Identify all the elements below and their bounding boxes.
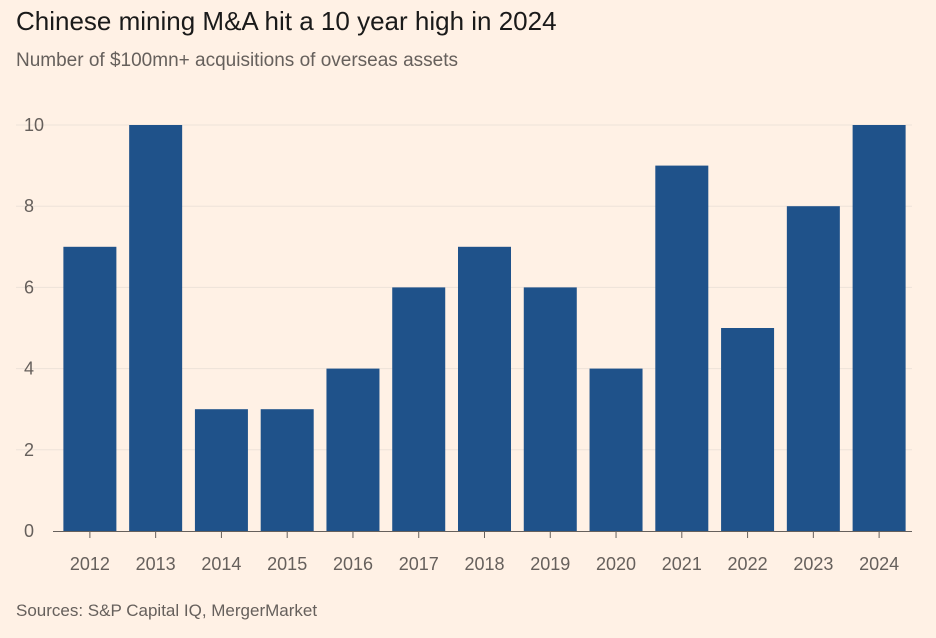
bar-2014 [194, 409, 248, 531]
y-tick-label: 0 [24, 521, 34, 541]
x-tick-label: 2024 [859, 554, 899, 574]
bar-2020 [589, 368, 643, 531]
bar-2013 [129, 125, 183, 531]
chart-subtitle: Number of $100mn+ acquisitions of overse… [16, 50, 458, 71]
y-tick-label: 4 [24, 359, 34, 379]
x-tick-label: 2012 [70, 554, 110, 574]
bar-2016 [326, 368, 380, 531]
bar-2015 [260, 409, 314, 531]
x-tick-label: 2016 [333, 554, 373, 574]
x-tick-label: 2017 [399, 554, 439, 574]
bar-2017 [392, 287, 446, 531]
x-axis-ticks: 2012 2013 2014 2015 2016 2017 2018 2019 2020 2021… [70, 531, 899, 574]
x-tick-label: 2015 [267, 554, 307, 574]
chart-source: Sources: S&P Capital IQ, MergerMarket [16, 601, 318, 620]
bar-2012 [63, 246, 117, 532]
bar-2023 [786, 206, 840, 531]
bar-2024 [852, 125, 906, 531]
bars [63, 125, 906, 532]
chart-title: Chinese mining M&A hit a 10 year high in… [16, 6, 557, 36]
bar-2022 [721, 328, 775, 531]
x-tick-label: 2022 [728, 554, 768, 574]
x-tick-label: 2014 [201, 554, 241, 574]
bar-chart: 0 2 4 6 8 10 2012 2013 2014 2015 2016 2017 2018 2019… [16, 115, 912, 574]
x-tick-label: 2019 [530, 554, 570, 574]
bar-2021 [655, 165, 709, 531]
x-tick-label: 2023 [793, 554, 833, 574]
y-tick-label: 6 [24, 277, 34, 297]
x-tick-label: 2013 [136, 554, 176, 574]
bar-2019 [523, 287, 577, 531]
bar-2018 [458, 246, 511, 532]
y-axis-ticks: 0 2 4 6 8 10 [24, 115, 44, 541]
y-tick-label: 2 [24, 440, 34, 460]
x-tick-label: 2018 [464, 554, 504, 574]
x-tick-label: 2020 [596, 554, 636, 574]
y-tick-label: 8 [24, 196, 34, 216]
y-tick-label: 10 [24, 115, 44, 135]
x-tick-label: 2021 [662, 554, 702, 574]
